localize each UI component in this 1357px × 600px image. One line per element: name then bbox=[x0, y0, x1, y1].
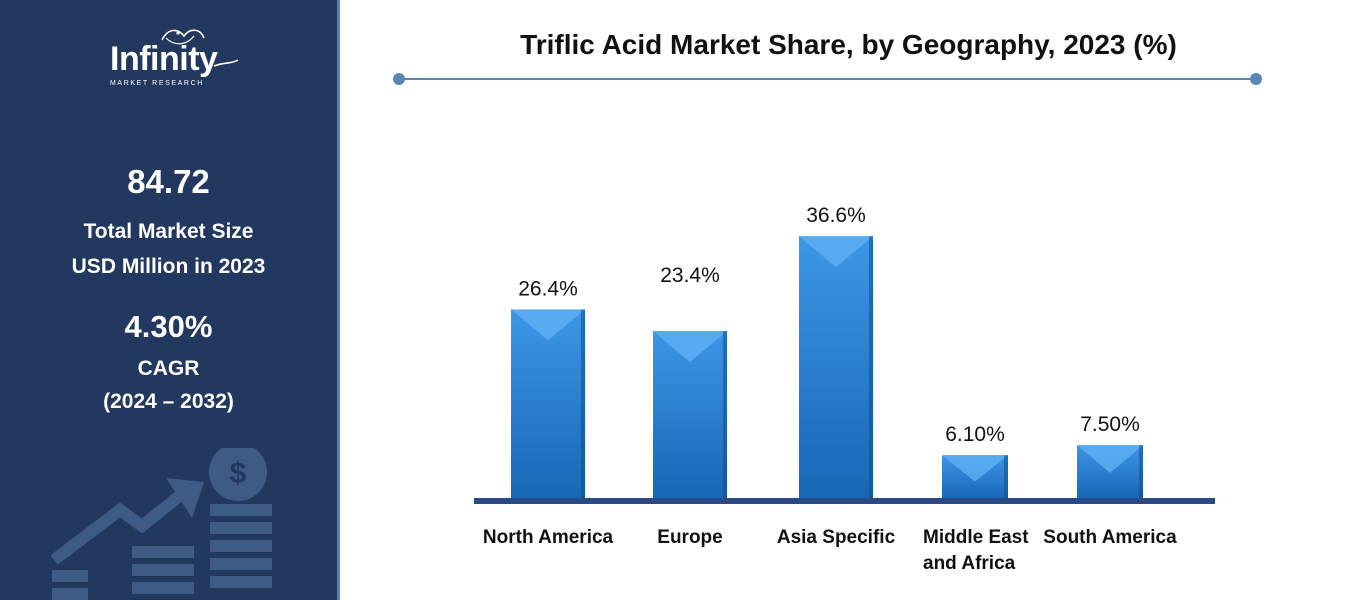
sidebar-panel: Infinity MARKET RESEARCH 84.72 Total Mar… bbox=[0, 0, 337, 600]
cagr-period-label: (2024 – 2032) bbox=[103, 390, 234, 413]
svg-text:$: $ bbox=[230, 457, 247, 490]
brand-logo: Infinity MARKET RESEARCH bbox=[104, 26, 244, 92]
market-size-unit-label: USD Million in 2023 bbox=[71, 255, 266, 278]
bar-highlight bbox=[799, 236, 873, 268]
bar-shade bbox=[723, 330, 727, 499]
sidebar-divider bbox=[337, 0, 340, 600]
title-divider bbox=[393, 73, 1262, 85]
growth-arrow-icon bbox=[50, 478, 204, 565]
category-label: Asia Specific bbox=[777, 527, 896, 548]
category-label: North America bbox=[483, 527, 614, 548]
bar-body bbox=[799, 236, 873, 499]
divider-dot-left bbox=[393, 73, 405, 85]
growth-graphic: $ bbox=[50, 448, 272, 600]
category-label: and Africa bbox=[923, 553, 1016, 574]
bar-value-label: 26.4% bbox=[518, 277, 578, 300]
cagr-value: 4.30% bbox=[124, 309, 213, 344]
stacked-bars-icon bbox=[52, 504, 272, 600]
bar bbox=[1077, 445, 1143, 499]
bar-value-label: 36.6% bbox=[806, 204, 866, 227]
bar-shade bbox=[581, 309, 585, 499]
category-label: Europe bbox=[657, 527, 722, 548]
bar-shade bbox=[869, 236, 873, 499]
bar-value-label: 6.10% bbox=[945, 423, 1005, 446]
brand-tagline: MARKET RESEARCH bbox=[110, 80, 204, 87]
bar bbox=[511, 309, 585, 499]
market-size-value: 84.72 bbox=[127, 163, 210, 200]
bar bbox=[942, 455, 1008, 499]
bar-shade bbox=[1139, 445, 1143, 499]
bar-highlight bbox=[942, 455, 1008, 482]
bar-highlight bbox=[511, 309, 585, 341]
logo-swirl-icon bbox=[161, 29, 239, 67]
category-label: Middle East bbox=[923, 527, 1029, 548]
chart-title: Triflic Acid Market Share, by Geography,… bbox=[520, 29, 1177, 60]
bar-shade bbox=[1004, 455, 1008, 499]
bar-body bbox=[511, 309, 585, 499]
dollar-coin-icon: $ bbox=[209, 448, 267, 501]
bar bbox=[653, 330, 727, 499]
bar bbox=[799, 236, 873, 499]
category-label: South America bbox=[1043, 527, 1177, 548]
bar-highlight bbox=[653, 330, 727, 363]
bar-highlight bbox=[1077, 445, 1143, 473]
cagr-label: CAGR bbox=[137, 357, 200, 380]
bar-chart: 26.4% 23.4% 36.6% 6.10% 7.50% North America E… bbox=[474, 204, 1215, 574]
market-size-label: Total Market Size bbox=[83, 220, 254, 243]
bar-value-label: 23.4% bbox=[660, 264, 720, 287]
bar-value-label: 7.50% bbox=[1080, 413, 1140, 436]
divider-dot-right bbox=[1250, 73, 1262, 85]
brand-name: Infinity bbox=[110, 40, 218, 78]
